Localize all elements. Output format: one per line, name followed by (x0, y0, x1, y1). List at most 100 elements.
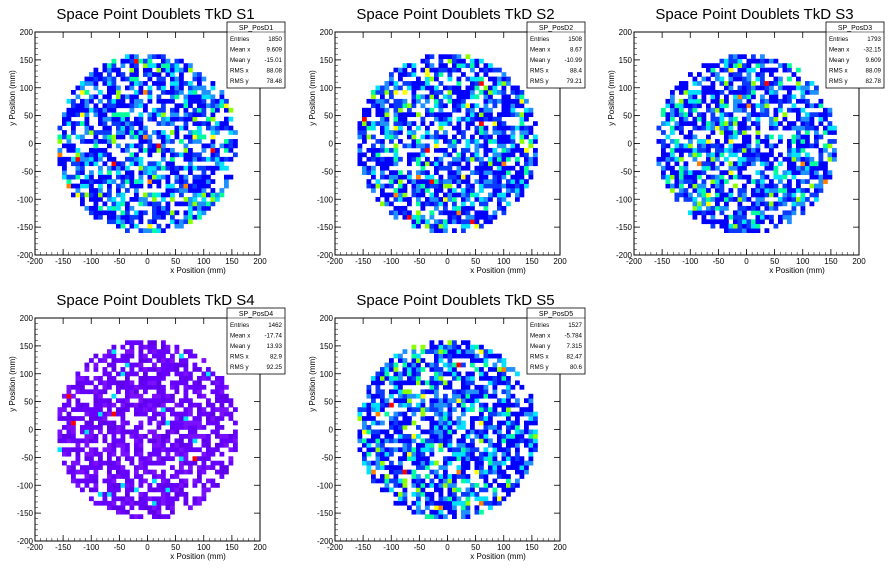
heatmap-cell (461, 156, 466, 162)
heatmap-cell (183, 442, 189, 448)
heatmap-cell (393, 152, 399, 158)
heatmap-cell (210, 407, 216, 412)
x-axis-label: x Position (mm) (170, 552, 226, 561)
heatmap-cell (461, 509, 466, 515)
heatmap-cell (129, 433, 135, 439)
heatmap-cell (456, 165, 462, 171)
heatmap-cell (733, 58, 738, 64)
heatmap-cell (161, 478, 166, 484)
heatmap-cell (760, 183, 765, 189)
heatmap-cell (375, 402, 381, 408)
heatmap-cell (773, 174, 779, 180)
heatmap-cell (501, 112, 507, 118)
heatmap-cell (706, 192, 711, 198)
heatmap-cell (434, 509, 439, 515)
heatmap-cell (393, 170, 399, 176)
heatmap-cell (371, 398, 376, 404)
heatmap-cell (461, 474, 466, 479)
x-tick-label: -200 (327, 257, 344, 266)
heatmap-cell (375, 442, 381, 448)
heatmap-cell (706, 134, 711, 140)
heatmap-cell (111, 179, 117, 184)
heatmap-cell (125, 94, 130, 100)
heatmap-cell (156, 121, 162, 126)
heatmap-cell (129, 429, 135, 435)
heatmap-cell (147, 174, 153, 180)
heatmap-cell (438, 340, 444, 346)
heatmap-cell (483, 112, 489, 118)
heatmap-cell (719, 116, 725, 122)
heatmap-cell (827, 156, 833, 162)
heatmap-cell (206, 411, 211, 417)
heatmap-cell (416, 358, 421, 363)
heatmap-cell (161, 112, 166, 118)
heatmap-cell (107, 420, 112, 426)
heatmap-cell (661, 143, 666, 149)
heatmap-cell (425, 58, 430, 64)
heatmap-cell (161, 89, 166, 95)
heatmap-cell (479, 349, 484, 354)
heatmap-cell (107, 192, 112, 198)
heatmap-cell (170, 76, 175, 82)
heatmap-cell (183, 411, 189, 417)
heatmap-cell (411, 500, 417, 506)
heatmap-cell (402, 214, 408, 220)
heatmap-cell (84, 205, 90, 211)
heatmap-cell (497, 67, 502, 73)
heatmap-cell (93, 353, 99, 359)
heatmap-cell (192, 134, 198, 140)
heatmap-cell (134, 429, 139, 435)
heatmap-cell (362, 165, 367, 171)
heatmap-cell (434, 460, 439, 466)
heatmap-cell (492, 429, 498, 435)
heatmap-cell (161, 174, 166, 180)
heatmap-cell (479, 451, 484, 457)
heatmap-cell (778, 139, 783, 144)
heatmap-cell (161, 371, 166, 377)
stats-value-mean-x: -32.15 (863, 47, 881, 54)
heatmap-cell (461, 407, 466, 412)
heatmap-cell (402, 183, 408, 189)
heatmap-cell (501, 161, 507, 167)
heatmap-cell (760, 58, 765, 64)
heatmap-cell (102, 121, 108, 126)
heatmap-cell (452, 362, 457, 368)
heatmap-cell (120, 223, 126, 229)
heatmap-cell (179, 89, 184, 95)
heatmap-cell (107, 451, 112, 457)
heatmap-cell (751, 210, 756, 216)
heatmap-cell (89, 433, 94, 439)
heatmap-cell (402, 380, 408, 386)
heatmap-cell (111, 76, 117, 82)
heatmap-cell (161, 402, 166, 408)
heatmap-cell (192, 121, 198, 126)
heatmap-cell (823, 147, 828, 153)
heatmap-cell (501, 380, 507, 386)
heatmap-cell (210, 107, 216, 113)
heatmap-cell (755, 125, 761, 131)
heatmap-cell (165, 116, 171, 122)
heatmap-cell (742, 63, 747, 68)
heatmap-cell (62, 112, 67, 118)
heatmap-cell (737, 121, 743, 126)
heatmap-cell (751, 179, 756, 184)
heatmap-cell (470, 420, 475, 426)
heatmap-cell (497, 420, 502, 426)
heatmap-cell (57, 416, 63, 421)
heatmap-cell (778, 63, 783, 68)
heatmap-cell (447, 340, 453, 346)
heatmap-cell (143, 500, 148, 506)
heatmap-cell (183, 63, 189, 68)
heatmap-cell (470, 214, 475, 220)
heatmap-cell (465, 500, 471, 506)
heatmap-cell (742, 210, 747, 216)
heatmap-cell (692, 197, 698, 202)
heatmap-cell (411, 474, 417, 479)
heatmap-cell (474, 179, 480, 184)
heatmap-cell (179, 67, 184, 73)
heatmap-cell (174, 165, 180, 171)
heatmap-cell (165, 161, 171, 167)
heatmap-cell (429, 340, 435, 346)
heatmap-cell (506, 139, 511, 144)
stats-label-rms-y: RMS y (530, 78, 549, 85)
